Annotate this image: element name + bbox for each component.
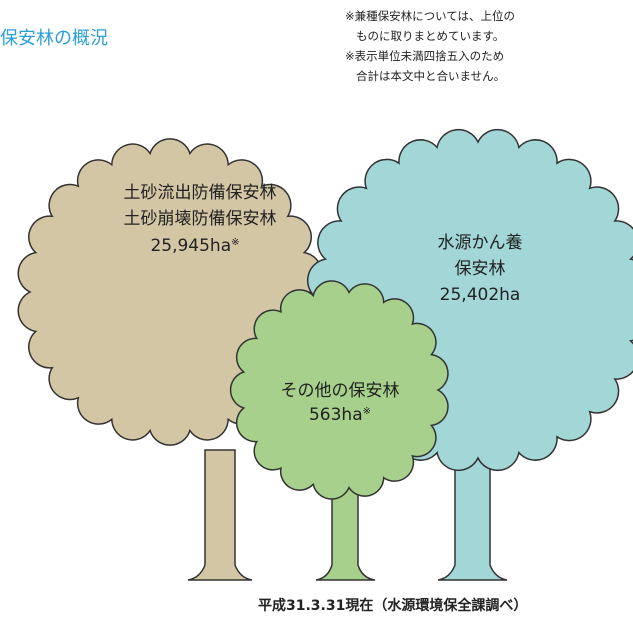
tree-value: 25,945ha※ — [150, 236, 239, 256]
tree-label: 土砂流出防備保安林 — [124, 183, 277, 203]
labels: 土砂流出防備保安林 土砂崩壊防備保安林 25,945ha※ 水源かん養 保安林 … — [124, 183, 523, 425]
trunk — [315, 469, 376, 581]
tree-label: 保安林 — [455, 259, 506, 279]
value: 25,945ha — [150, 236, 231, 256]
trees — [187, 439, 508, 581]
value: 563ha — [309, 405, 363, 425]
trunk — [187, 449, 253, 581]
tree-value: 25,402ha — [440, 285, 521, 305]
note: ※表示単位未満四捨五入のため — [345, 49, 504, 63]
tree-label: 土砂崩壊防備保安林 — [124, 209, 277, 229]
tree-label: 水源かん養 — [438, 233, 523, 253]
trunk — [437, 439, 508, 581]
tree-value: 563ha※ — [309, 405, 371, 425]
note: ものに取りまとめています。 — [356, 29, 504, 43]
title: 保安林の概況 — [0, 28, 108, 49]
note: ※兼種保安林については、上位の — [345, 9, 515, 23]
crown — [229, 280, 449, 500]
tree-label: その他の保安林 — [281, 381, 400, 401]
note: 合計は本文中と合いません。 — [356, 69, 505, 83]
footer: 平成31.3.31現在（水源環境保全課調べ） — [258, 597, 527, 614]
footnote-mark: ※ — [231, 237, 239, 248]
footnote-mark: ※ — [363, 406, 371, 417]
